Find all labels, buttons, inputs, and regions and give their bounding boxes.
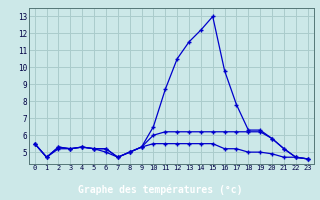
Text: Graphe des températures (°c): Graphe des températures (°c) bbox=[78, 184, 242, 195]
